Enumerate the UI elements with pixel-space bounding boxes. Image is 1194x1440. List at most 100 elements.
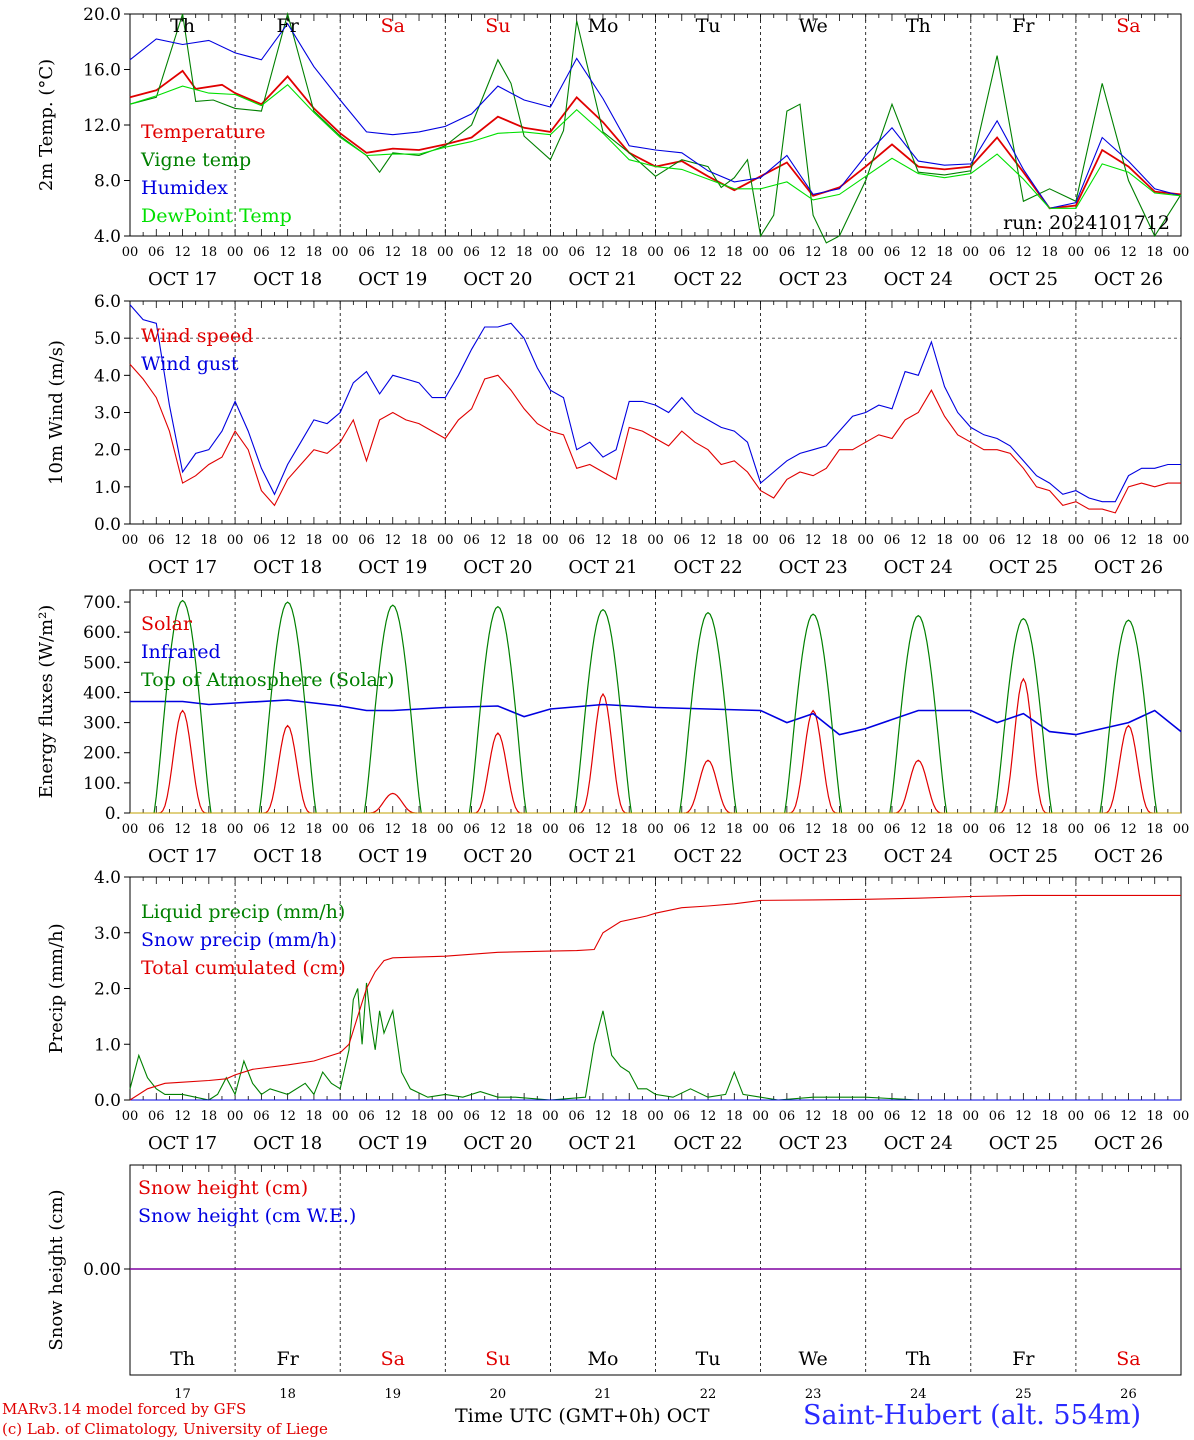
- precip-hour-tick-label: 06: [253, 1109, 270, 1124]
- precip-hour-tick-label: 00: [1068, 1109, 1085, 1124]
- energy-hour-tick-label: 06: [1094, 822, 1111, 837]
- model-credit: MARv3.14 model forced by GFS: [2, 1400, 247, 1418]
- precip-y-axis-label: Precip (mm/h): [46, 923, 67, 1053]
- energy-hour-tick-label: 00: [437, 822, 454, 837]
- day-name-bottom: We: [799, 1348, 828, 1370]
- precip-hour-tick-label: 06: [358, 1109, 375, 1124]
- legend-solar: Solar: [141, 613, 193, 635]
- precip-date-label: OCT 25: [989, 1133, 1058, 1154]
- precip-hour-tick-label: 00: [437, 1109, 454, 1124]
- temperature-hour-tick-label: 18: [411, 245, 428, 260]
- energy-hour-tick-label: 12: [384, 822, 401, 837]
- legend-top-of-atmosphere-solar-: Top of Atmosphere (Solar): [141, 669, 394, 691]
- temperature-hour-tick-label: 12: [910, 245, 927, 260]
- day-number-bottom: 21: [595, 1387, 612, 1400]
- precip-date-label: OCT 26: [1094, 1133, 1163, 1154]
- energy-date-label: OCT 17: [148, 846, 217, 867]
- wind-hour-tick-label: 12: [1120, 533, 1137, 548]
- temperature-hour-tick-label: 06: [568, 245, 585, 260]
- energy-hour-tick-label: 18: [936, 822, 953, 837]
- temperature-date-label: OCT 17: [148, 269, 217, 290]
- legend-temperature: Temperature: [141, 121, 265, 143]
- precip-hour-tick-label: 06: [568, 1109, 585, 1124]
- energy-hour-tick-label: 18: [306, 822, 323, 837]
- temperature-hour-tick-label: 06: [253, 245, 270, 260]
- legend-liquid-precip-mm-h-: Liquid precip (mm/h): [141, 901, 345, 923]
- energy-hour-tick-label: 00: [963, 822, 980, 837]
- precip-date-label: OCT 20: [463, 1133, 532, 1154]
- energy-date-label: OCT 26: [1094, 846, 1163, 867]
- day-name-top: Sa: [381, 15, 405, 37]
- lab-credit: (c) Lab. of Climatology, University of L…: [2, 1420, 328, 1438]
- precip-hour-tick-label: 18: [726, 1109, 743, 1124]
- wind-date-label: OCT 18: [253, 557, 322, 578]
- wind-hour-tick-label: 18: [621, 533, 638, 548]
- wind-y-tick-label: 1.0: [94, 478, 121, 498]
- precip-hour-tick-label: 00: [647, 1109, 664, 1124]
- precip-hour-tick-label: 00: [227, 1109, 244, 1124]
- temperature-y-tick-label: 20.0: [83, 5, 121, 25]
- temperature-y-tick-label: 16.0: [83, 61, 121, 81]
- wind-hour-tick-label: 00: [437, 533, 454, 548]
- day-name-bottom: Fr: [277, 1348, 300, 1370]
- precip-hour-tick-label: 12: [1120, 1109, 1137, 1124]
- day-number-bottom: 26: [1120, 1387, 1137, 1400]
- energy-hour-tick-label: 12: [805, 822, 822, 837]
- precip-date-label: OCT 18: [253, 1133, 322, 1154]
- energy-y-tick-label: 500.: [83, 653, 121, 673]
- day-name-top: Fr: [277, 15, 300, 37]
- temperature-hour-tick-label: 06: [989, 245, 1006, 260]
- day-name-bottom: Fr: [1012, 1348, 1035, 1370]
- wind-date-label: OCT 26: [1094, 557, 1163, 578]
- wind-y-tick-label: 4.0: [94, 366, 121, 386]
- temperature-hour-tick-label: 06: [358, 245, 375, 260]
- precip-y-tick-label: 3.0: [94, 924, 121, 944]
- temperature-hour-tick-label: 06: [148, 245, 165, 260]
- series-line-liquid-precip-mm-h-: [129, 982, 1181, 1101]
- day-name-bottom: Tu: [696, 1348, 721, 1370]
- day-number-bottom: 23: [805, 1387, 822, 1400]
- legend-infrared: Infrared: [141, 641, 221, 663]
- energy-hour-tick-label: 00: [1173, 822, 1190, 837]
- temperature-date-label: OCT 19: [358, 269, 427, 290]
- precip-hour-tick-label: 00: [963, 1109, 980, 1124]
- wind-hour-tick-label: 18: [726, 533, 743, 548]
- energy-hour-tick-label: 06: [674, 822, 691, 837]
- series-line-temperature: [129, 69, 1182, 210]
- series-line-infrared: [130, 699, 1182, 736]
- temperature-hour-tick-label: 00: [647, 245, 664, 260]
- precip-hour-tick-label: 12: [910, 1109, 927, 1124]
- energy-hour-tick-label: 06: [148, 822, 165, 837]
- wind-hour-tick-label: 00: [227, 533, 244, 548]
- wind-hour-tick-label: 18: [306, 533, 323, 548]
- energy-y-tick-label: 700.: [83, 593, 121, 613]
- wind-date-label: OCT 25: [989, 557, 1058, 578]
- temperature-hour-tick-label: 06: [884, 245, 901, 260]
- energy-hour-tick-label: 18: [411, 822, 428, 837]
- energy-hour-tick-label: 06: [358, 822, 375, 837]
- temperature-hour-tick-label: 06: [1094, 245, 1111, 260]
- day-name-bottom: Mo: [587, 1348, 618, 1370]
- temperature-hour-tick-label: 00: [437, 245, 454, 260]
- energy-y-tick-label: 600.: [83, 623, 121, 643]
- precip-hour-tick-label: 18: [936, 1109, 953, 1124]
- day-number-bottom: 19: [384, 1387, 401, 1400]
- energy-y-tick-label: 400.: [83, 683, 121, 703]
- legend-snow-height-cm-: Snow height (cm): [138, 1177, 308, 1199]
- day-name-top: Th: [906, 15, 931, 37]
- precip-hour-tick-label: 06: [463, 1109, 480, 1124]
- precip-hour-tick-label: 12: [279, 1109, 296, 1124]
- precip-hour-tick-label: 18: [516, 1109, 533, 1124]
- temperature-hour-tick-label: 18: [306, 245, 323, 260]
- energy-date-label: OCT 25: [989, 846, 1058, 867]
- temperature-hour-tick-label: 18: [201, 245, 218, 260]
- temperature-date-label: OCT 24: [884, 269, 953, 290]
- energy-y-tick-label: 0.: [105, 804, 121, 824]
- series-line-solar: [158, 677, 1153, 814]
- wind-hour-tick-label: 06: [358, 533, 375, 548]
- temperature-hour-tick-label: 00: [1068, 245, 1085, 260]
- temperature-y-tick-label: 4.0: [94, 227, 121, 247]
- precip-hour-tick-label: 18: [306, 1109, 323, 1124]
- wind-panel-frame: [129, 300, 1182, 525]
- temperature-hour-tick-label: 12: [1015, 245, 1032, 260]
